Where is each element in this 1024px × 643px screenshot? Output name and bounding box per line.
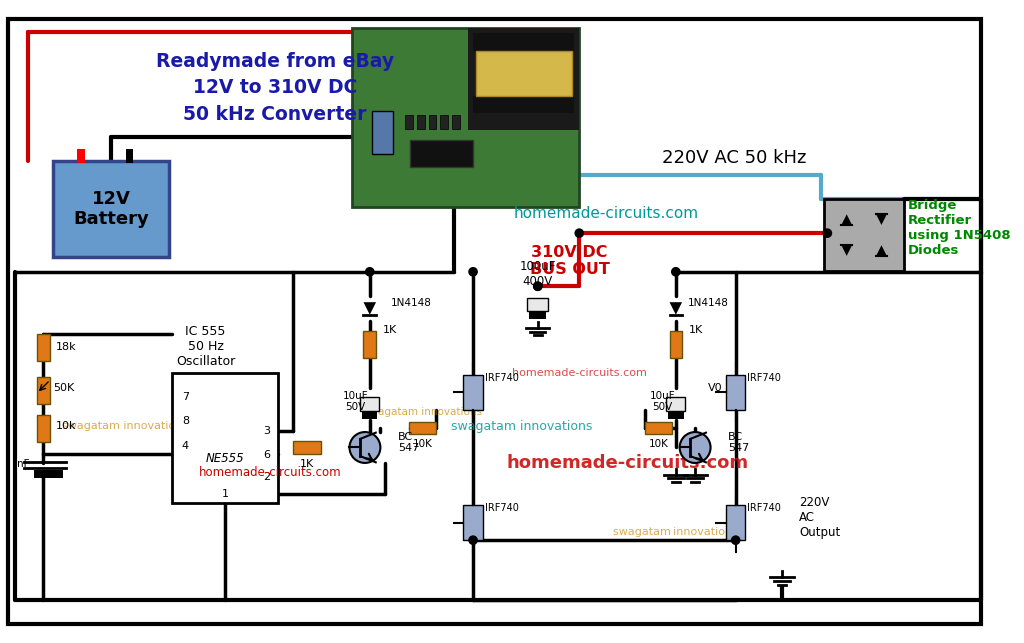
Circle shape [365,267,375,276]
Text: 1N4148: 1N4148 [687,298,728,307]
Bar [352,28,580,207]
Bar [37,415,50,442]
Polygon shape [842,245,852,256]
Text: InF: InF [14,459,30,469]
Text: 310V DC
BUS OUT: 310V DC BUS OUT [529,245,609,277]
Bar [464,505,482,540]
Text: swagatam innovations: swagatam innovations [364,407,482,417]
Circle shape [349,432,380,463]
Text: IRF740: IRF740 [484,373,518,383]
Bar [360,397,380,411]
Circle shape [731,536,740,545]
Bar [468,28,580,130]
Text: 10K: 10K [413,439,433,449]
Polygon shape [364,302,376,314]
Bar [37,334,50,361]
Bar [473,33,574,51]
Text: 12V
Battery: 12V Battery [73,190,148,228]
Bar [53,161,169,257]
Text: 1N4148: 1N4148 [391,298,432,307]
Text: IRF740: IRF740 [748,373,781,383]
Text: 220V
AC
Output: 220V AC Output [800,496,841,539]
Circle shape [822,228,833,238]
Polygon shape [842,214,852,225]
Bar [429,115,436,129]
Bar [726,505,745,540]
Bar [476,51,571,96]
Bar [473,96,574,113]
Text: 8: 8 [182,417,188,426]
Bar [824,199,903,271]
Text: 7: 7 [182,392,188,403]
Bar [726,375,745,410]
Text: 6: 6 [263,450,270,460]
Circle shape [532,282,543,291]
Text: swagatam innovations: swagatam innovations [62,421,188,431]
Text: swagatam innovations: swagatam innovations [613,527,738,538]
Circle shape [468,267,478,276]
Bar [293,441,322,454]
Text: 3: 3 [263,426,270,436]
Bar [406,115,414,129]
Bar [452,115,460,129]
Text: 10uF
50V: 10uF 50V [342,390,368,412]
Circle shape [468,536,478,545]
Circle shape [671,267,681,276]
Circle shape [574,228,584,238]
Bar [668,411,684,419]
Text: IC 555
50 Hz
Oscillator: IC 555 50 Hz Oscillator [176,325,236,368]
Text: 1K: 1K [383,325,397,335]
Bar [527,298,549,311]
Polygon shape [670,302,682,314]
Text: swagatam innovations: swagatam innovations [451,420,592,433]
Text: BC
547: BC 547 [397,432,419,453]
Bar [410,422,436,435]
Text: 1K: 1K [300,459,314,469]
Text: IRF740: IRF740 [484,503,518,514]
Bar [645,422,672,435]
Text: 100uF
400V: 100uF 400V [519,260,556,288]
Text: 10k: 10k [56,421,77,431]
Bar [372,111,393,154]
Polygon shape [877,245,887,256]
Bar [529,311,547,319]
Bar [411,140,473,167]
Text: BC
547: BC 547 [728,432,750,453]
Bar [362,411,378,419]
Bar [364,331,376,358]
Text: Bridge
Rectifier
using 1N5408
Diodes: Bridge Rectifier using 1N5408 Diodes [907,199,1010,257]
Text: 50K: 50K [53,383,75,393]
Bar [417,115,425,129]
Text: homemade-circuits.com: homemade-circuits.com [199,466,342,479]
Text: IRF740: IRF740 [748,503,781,514]
Text: homemade-circuits.com: homemade-circuits.com [514,206,698,221]
Circle shape [532,282,543,291]
Text: homemade-circuits.com: homemade-circuits.com [507,454,749,472]
Bar [34,469,62,478]
Bar [670,331,682,358]
Bar [172,373,279,503]
Bar [464,375,482,410]
Text: 10K: 10K [648,439,669,449]
Text: 1: 1 [221,489,228,499]
Bar [667,397,685,411]
Text: homemade-circuits.com: homemade-circuits.com [512,368,647,378]
Bar [37,377,50,404]
Text: 10uF
50V: 10uF 50V [649,390,675,412]
Text: 220V AC 50 kHz: 220V AC 50 kHz [662,149,806,167]
Text: 2: 2 [263,473,270,482]
Text: NE555: NE555 [206,451,245,465]
Text: Readymade from eBay
12V to 310V DC
50 kHz Converter: Readymade from eBay 12V to 310V DC 50 kH… [156,51,394,123]
Bar [77,149,85,163]
Circle shape [680,432,711,463]
Polygon shape [877,214,887,225]
Text: V0: V0 [708,383,722,393]
Bar [126,149,133,163]
Bar [440,115,447,129]
Text: 1K: 1K [689,325,703,335]
Text: 18k: 18k [56,342,77,352]
Text: 4: 4 [182,440,188,451]
